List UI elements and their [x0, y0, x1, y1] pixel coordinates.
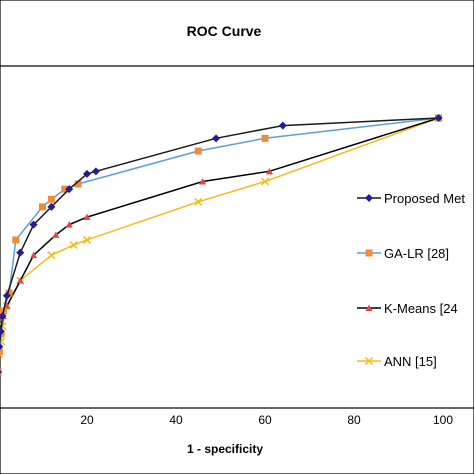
data-point — [194, 197, 203, 206]
data-point — [0, 337, 6, 346]
data-point — [47, 251, 56, 260]
data-point — [0, 312, 7, 321]
legend: Proposed Met GA-LR [28] K-Means [24 ANN [15… — [357, 191, 465, 369]
data-point — [69, 240, 78, 250]
data-point — [278, 121, 287, 130]
x-axis-ticks: 20 40 60 80 100 — [80, 413, 453, 427]
data-point — [0, 330, 5, 338]
data-point — [83, 213, 91, 221]
data-point — [5, 289, 13, 297]
legend-entry: GA-LR [28] — [357, 246, 449, 261]
data-point — [260, 177, 270, 186]
data-point — [30, 251, 38, 259]
data-point — [16, 277, 24, 284]
plot-area-border — [0, 65, 474, 409]
data-point — [74, 180, 82, 188]
data-point — [434, 114, 443, 122]
data-point — [265, 167, 273, 175]
series-layer — [0, 113, 443, 377]
data-point — [65, 185, 74, 194]
data-point — [83, 169, 91, 178]
legend-label: GA-LR [28] — [384, 246, 449, 261]
legend-entry: Proposed Met — [357, 191, 465, 206]
data-point — [0, 343, 4, 350]
data-point — [29, 220, 38, 229]
legend-marker — [364, 356, 374, 366]
x-tick-label: 40 — [169, 413, 183, 427]
legend-label: Proposed Met — [384, 191, 465, 206]
legend-label: ANN [15] — [384, 354, 437, 369]
data-point — [0, 370, 2, 374]
data-point — [0, 327, 5, 336]
data-point — [199, 178, 207, 185]
data-point — [12, 236, 20, 244]
data-point — [0, 348, 3, 356]
data-point — [39, 203, 46, 211]
data-point — [65, 221, 73, 228]
legend-entry: ANN [15] — [357, 354, 437, 369]
legend-entry: K-Means [24 — [357, 301, 458, 316]
data-point — [91, 167, 100, 176]
data-point — [212, 134, 221, 143]
data-point — [47, 195, 55, 203]
series-proposed-met — [0, 114, 443, 374]
x-tick-label: 80 — [347, 413, 361, 427]
x-tick-label: 100 — [433, 413, 453, 427]
data-point — [52, 231, 60, 238]
data-point — [2, 291, 11, 300]
data-point — [61, 185, 69, 193]
legend-marker — [365, 304, 373, 311]
data-point — [16, 248, 25, 257]
data-point — [82, 235, 92, 244]
x-tick-label: 60 — [258, 413, 272, 427]
legend-marker — [365, 249, 373, 257]
legend-marker — [365, 194, 373, 202]
x-tick-label: 20 — [80, 413, 94, 427]
data-point — [261, 134, 269, 142]
legend-label: K-Means [24 — [384, 301, 458, 316]
chart-title: ROC Curve — [187, 23, 262, 39]
x-axis-title: 1 - specificity — [187, 442, 263, 456]
data-point — [47, 202, 56, 211]
data-point — [194, 147, 202, 155]
